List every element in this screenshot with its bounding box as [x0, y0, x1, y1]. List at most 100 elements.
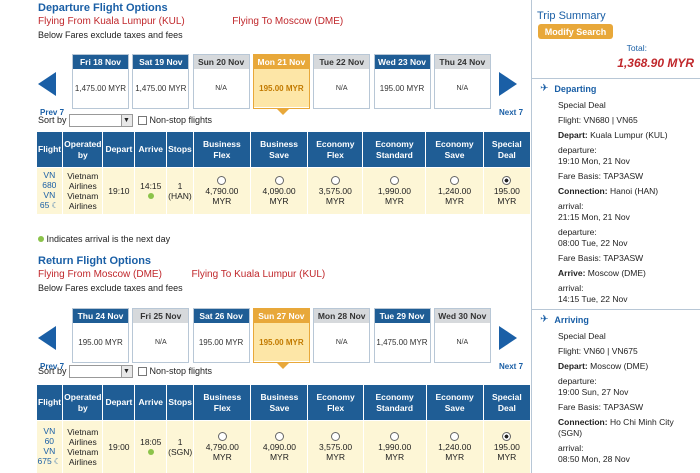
prev-7-link[interactable]: Prev 7	[40, 362, 65, 371]
operator-name: Airlines	[68, 456, 97, 467]
modify-search-button[interactable]: Modify Search	[538, 24, 613, 39]
date-tab[interactable]: Thu 24 Nov 195.00 MYR	[72, 308, 129, 363]
depart-label: Depart:	[558, 130, 588, 140]
prev-7-link[interactable]: Prev 7	[40, 108, 65, 117]
date-tab[interactable]: Mon 28 Nov N/A	[313, 308, 371, 363]
departure-row: departure: 19:00 Sun, 27 Nov	[558, 376, 700, 398]
fare-basis: Fare Basis: TAP3ASW	[558, 171, 644, 181]
date-tab[interactable]: Fri 25 Nov N/A	[132, 308, 190, 363]
plane-landing-icon: ✈	[540, 314, 549, 325]
return-title: Return Flight Options	[38, 255, 152, 267]
fare-cell: 4,790.00 MYR	[193, 167, 251, 214]
date-tab[interactable]: Thu 24 Nov N/A	[433, 54, 491, 109]
next-7-link[interactable]: Next 7	[499, 108, 524, 117]
prev-arrow-icon[interactable]	[38, 72, 56, 96]
date-tab-price: N/A	[335, 84, 348, 92]
fare-cell: 3,575.00 MYR	[307, 420, 364, 473]
fare-cell: 1,240.00 MYR	[425, 167, 484, 214]
to-label: Flying To	[191, 269, 232, 280]
column-header: Business Flex	[193, 384, 252, 421]
return-route: Flying From Moscow (DME) Flying To Kuala…	[38, 269, 528, 280]
date-tab[interactable]: Wed 30 Nov N/A	[433, 308, 491, 363]
departing-heading: ✈ Departing	[540, 83, 700, 94]
nonstop-checkbox[interactable]	[137, 366, 147, 376]
column-header: Operated by	[62, 131, 104, 168]
stops-value: (SGN)	[168, 446, 193, 457]
date-tab-label: Mon 21 Nov	[253, 55, 309, 69]
date-tab[interactable]: Sun 27 Nov 195.00 MYR	[252, 308, 310, 369]
column-header: Business Flex	[192, 131, 251, 168]
trip-summary-title: Trip Summary	[537, 10, 606, 22]
date-tab[interactable]: Fri 18 Nov 1,475.00 MYR	[72, 54, 129, 109]
date-tab[interactable]: Sun 20 Nov N/A	[192, 54, 250, 109]
next-7-link[interactable]: Next 7	[499, 362, 524, 371]
departure-time: 08:00 Tue, 22 Nov	[558, 238, 628, 248]
fare-radio[interactable]	[450, 175, 460, 185]
arrive-cell: 18:05	[134, 420, 168, 473]
stops-value: 1	[177, 180, 183, 191]
fare-radio[interactable]	[450, 431, 460, 441]
stops-cell: 1 (SGN)	[166, 420, 195, 473]
prev-arrow-icon[interactable]	[38, 326, 56, 350]
legend-text: Indicates arrival is the next day	[46, 234, 171, 244]
chevron-down-icon[interactable]: ▼	[120, 114, 132, 126]
operator-name: Airlines	[68, 436, 97, 447]
date-tab-label: Tue 29 Nov	[374, 309, 430, 323]
connection-city: Ho Chi Minh City (SGN)	[558, 417, 674, 438]
fare-radio[interactable]	[217, 175, 227, 185]
arrive-city: Moscow (DME)	[587, 268, 646, 278]
fare-currency: MYR	[326, 451, 346, 462]
date-tab-label: Sat 26 Nov	[193, 309, 249, 323]
date-tab-label: Sun 20 Nov	[193, 55, 249, 69]
flight-number: 675	[37, 456, 52, 467]
fare-radio[interactable]	[330, 175, 340, 185]
sort-select[interactable]: ▼	[68, 364, 133, 378]
departing-label: Departing	[554, 83, 597, 94]
fare-currency: MYR	[269, 195, 289, 206]
column-header: Economy Flex	[307, 131, 364, 168]
stops-cell: 1 (HAN)	[166, 167, 194, 214]
fare-radio[interactable]	[389, 175, 399, 185]
date-tab[interactable]: Mon 21 Nov 195.00 MYR	[252, 54, 310, 115]
arrival-row: arrival: 14:15 Tue, 22 Nov	[558, 283, 700, 305]
date-tab[interactable]: Sat 26 Nov 195.00 MYR	[192, 308, 250, 363]
next-day-dot-icon	[147, 192, 154, 199]
column-header: Stops	[166, 131, 194, 168]
from-label: Flying From	[38, 269, 91, 280]
arrival-label: arrival:	[558, 201, 584, 211]
sort-label: Sort by	[38, 115, 67, 125]
date-tab-price: 195.00 MYR	[253, 323, 309, 361]
date-tab[interactable]: Wed 23 Nov 195.00 MYR	[373, 54, 431, 109]
flight-number: VN	[43, 170, 56, 181]
date-tab[interactable]: Sat 19 Nov 1,475.00 MYR	[132, 54, 190, 109]
departure-row: departure: 08:00 Tue, 22 Nov	[558, 227, 700, 249]
column-header: Economy Flex	[307, 384, 364, 421]
departure-fares-table: Flight Operated by Depart Arrive Stops Busine…	[35, 131, 532, 214]
next-arrow-icon[interactable]	[499, 72, 517, 96]
departure-label: departure:	[558, 227, 597, 237]
fare-radio[interactable]	[331, 431, 341, 441]
fare-amount: 4,790.00	[205, 185, 239, 196]
date-tab[interactable]: Tue 22 Nov N/A	[313, 54, 371, 109]
fare-radio[interactable]	[502, 175, 512, 185]
column-header: Arrive	[134, 131, 168, 168]
sort-select[interactable]: ▼	[68, 113, 133, 127]
depart-row: Depart: Moscow (DME)	[558, 361, 700, 372]
next-arrow-icon[interactable]	[499, 326, 517, 350]
fare-radio[interactable]	[390, 431, 400, 441]
date-tab-label: Wed 23 Nov	[374, 55, 430, 69]
date-tab[interactable]: Tue 29 Nov 1,475.00 MYR	[373, 308, 431, 363]
fare-radio[interactable]	[217, 431, 227, 441]
fare-radio[interactable]	[274, 431, 284, 441]
fare-radio[interactable]	[274, 175, 284, 185]
stops-value: 1	[177, 436, 183, 447]
column-header: Economy Save	[425, 131, 484, 168]
nonstop-checkbox[interactable]	[137, 115, 147, 125]
fare-amount: 4,790.00	[205, 441, 239, 452]
trip-summary-sidebar: Trip Summary Modify Search Total: 1,368.…	[531, 0, 700, 473]
fare-radio[interactable]	[502, 431, 512, 441]
chevron-down-icon[interactable]: ▼	[120, 365, 132, 377]
fare-currency: MYR	[385, 451, 405, 462]
fare-cell: 195.00 MYR	[483, 420, 532, 473]
fare-amount: 195.00	[493, 185, 520, 196]
